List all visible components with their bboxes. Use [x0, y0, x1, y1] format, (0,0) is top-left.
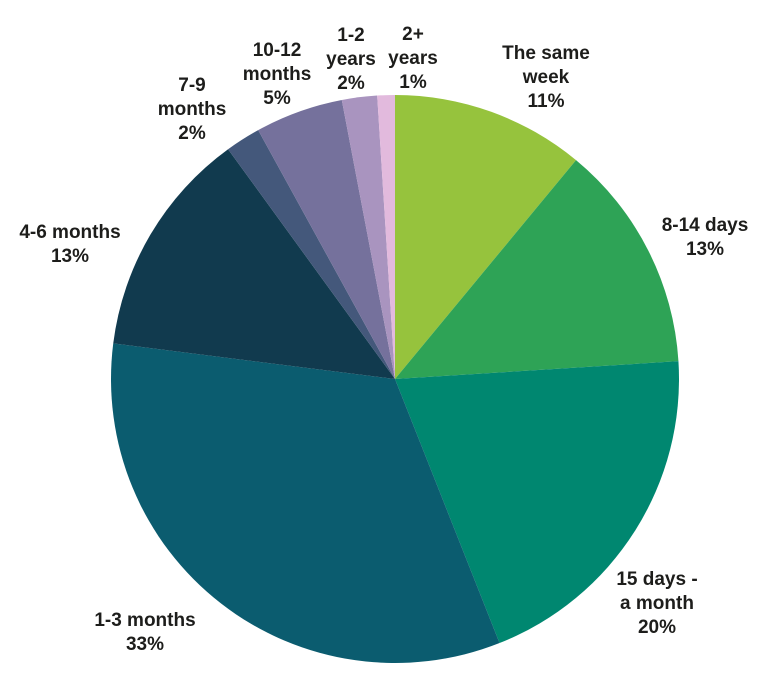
pie-label-1-2-years: 1-2 years 2%: [326, 25, 376, 94]
pie-label-2-years: 2+ years 1%: [388, 24, 438, 93]
pie-label-the-same-week: The same week 11%: [502, 43, 590, 112]
pie-slice-1-2-years: [341, 95, 395, 379]
pie-label-8-14-days: 8-14 days 13%: [662, 215, 749, 260]
pie-label-10-12-months: 10-12 months 5%: [243, 40, 312, 109]
pie-slice-8-14-days: [395, 160, 679, 379]
pie-slice-7-9-months: [228, 130, 395, 379]
pie-slice-10-12-months: [258, 100, 395, 379]
pie-label-15-days-a-month: 15 days -a month 20%: [616, 569, 697, 638]
pie-slice-1-3-months: [111, 343, 500, 664]
pie-slice-2-years: [377, 95, 395, 379]
pie-label-7-9-months: 7-9 months 2%: [158, 75, 227, 144]
pie-label-4-6-months: 4-6 months 13%: [19, 222, 120, 267]
pie-label-1-3-months: 1-3 months 33%: [94, 610, 195, 655]
pie-slice-the-same-week: [395, 95, 577, 379]
pie-slice-15-days-a-month: [395, 361, 680, 644]
pie-slice-4-6-months: [113, 149, 396, 379]
